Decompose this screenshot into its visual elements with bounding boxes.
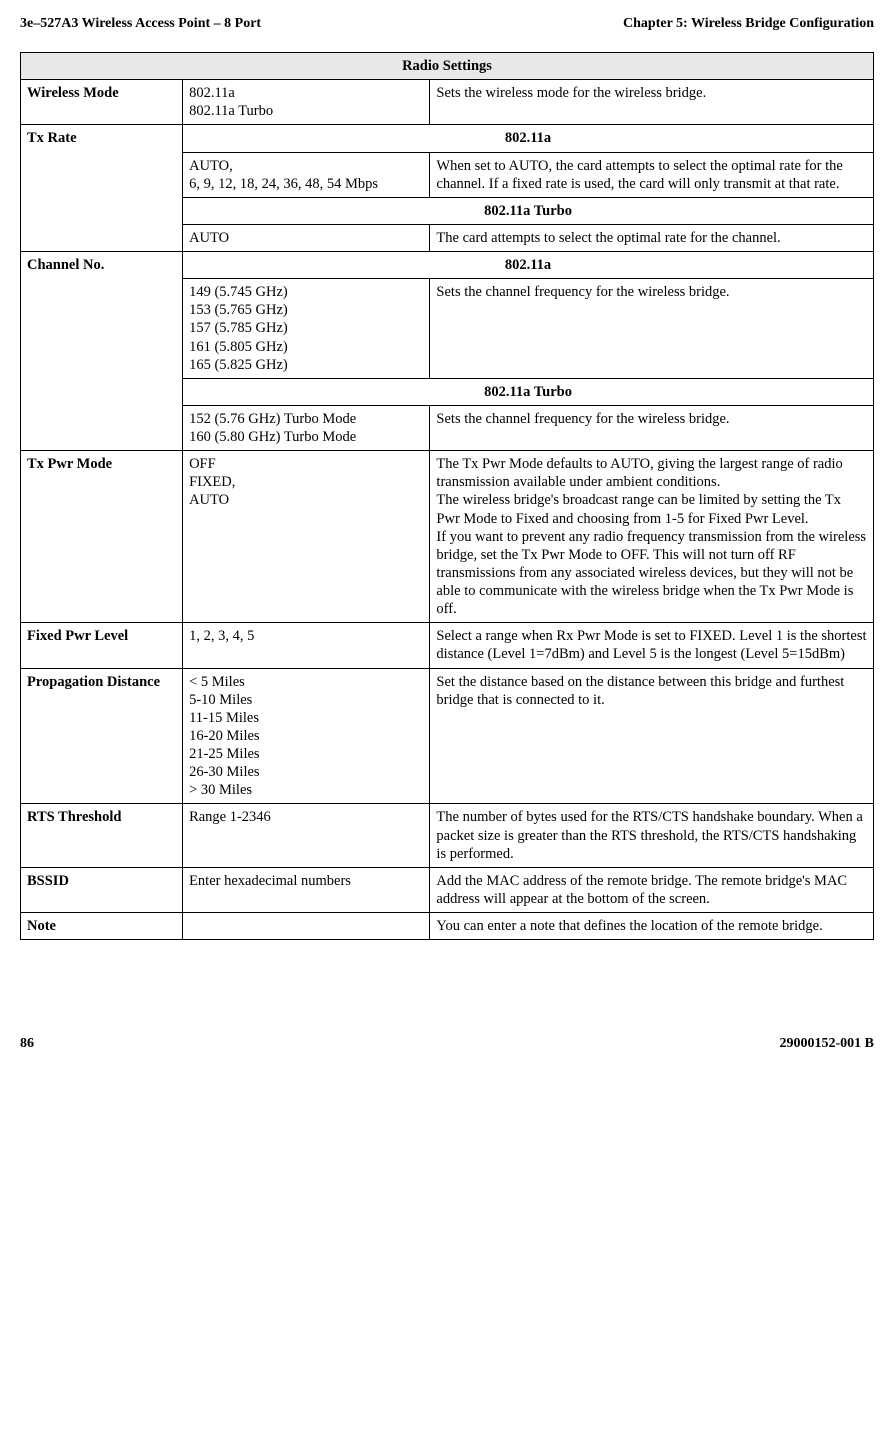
table-row: Channel No. 802.11a bbox=[21, 252, 874, 279]
cell-values: AUTO bbox=[183, 224, 430, 251]
row-label-tx-rate: Tx Rate bbox=[21, 125, 183, 252]
cell-values: < 5 Miles 5-10 Miles 11-15 Miles 16-20 M… bbox=[183, 668, 430, 804]
cell-desc: Set the distance based on the distance b… bbox=[430, 668, 874, 804]
cell-values bbox=[183, 913, 430, 940]
cell-values: Enter hexadecimal numbers bbox=[183, 867, 430, 912]
subhead-80211a-turbo: 802.11a Turbo bbox=[183, 378, 874, 405]
row-label-channel-no: Channel No. bbox=[21, 252, 183, 451]
cell-desc: You can enter a note that defines the lo… bbox=[430, 913, 874, 940]
cell-desc: The Tx Pwr Mode defaults to AUTO, giving… bbox=[430, 451, 874, 623]
txpwr-desc-p1: The Tx Pwr Mode defaults to AUTO, giving… bbox=[436, 455, 867, 491]
cell-values: OFF FIXED, AUTO bbox=[183, 451, 430, 623]
cell-desc: Sets the wireless mode for the wireless … bbox=[430, 80, 874, 125]
cell-desc: Sets the channel frequency for the wirel… bbox=[430, 405, 874, 450]
cell-desc: Select a range when Rx Pwr Mode is set t… bbox=[430, 623, 874, 668]
row-label-note: Note bbox=[21, 913, 183, 940]
table-title: Radio Settings bbox=[21, 53, 874, 80]
header-left: 3e–527A3 Wireless Access Point – 8 Port bbox=[20, 16, 261, 32]
txpwr-desc-p2: The wireless bridge's broadcast range ca… bbox=[436, 491, 867, 527]
row-label-bssid: BSSID bbox=[21, 867, 183, 912]
table-row: Wireless Mode 802.11a 802.11a Turbo Sets… bbox=[21, 80, 874, 125]
row-label-tx-pwr-mode: Tx Pwr Mode bbox=[21, 451, 183, 623]
cell-values: 802.11a 802.11a Turbo bbox=[183, 80, 430, 125]
table-row: Propagation Distance < 5 Miles 5-10 Mile… bbox=[21, 668, 874, 804]
footer-doc-number: 29000152-001 B bbox=[780, 1036, 875, 1052]
row-label-propagation-distance: Propagation Distance bbox=[21, 668, 183, 804]
page-header: 3e–527A3 Wireless Access Point – 8 Port … bbox=[20, 16, 874, 32]
cell-desc: Sets the channel frequency for the wirel… bbox=[430, 279, 874, 379]
subhead-80211a-turbo: 802.11a Turbo bbox=[183, 197, 874, 224]
cell-desc: The card attempts to select the optimal … bbox=[430, 224, 874, 251]
row-label-fixed-pwr-level: Fixed Pwr Level bbox=[21, 623, 183, 668]
table-row: Tx Pwr Mode OFF FIXED, AUTO The Tx Pwr M… bbox=[21, 451, 874, 623]
cell-values: AUTO, 6, 9, 12, 18, 24, 36, 48, 54 Mbps bbox=[183, 152, 430, 197]
subhead-80211a: 802.11a bbox=[183, 125, 874, 152]
cell-desc: Add the MAC address of the remote bridge… bbox=[430, 867, 874, 912]
table-row: Note You can enter a note that defines t… bbox=[21, 913, 874, 940]
table-row: Fixed Pwr Level 1, 2, 3, 4, 5 Select a r… bbox=[21, 623, 874, 668]
cell-values: Range 1-2346 bbox=[183, 804, 430, 867]
cell-desc: When set to AUTO, the card attempts to s… bbox=[430, 152, 874, 197]
table-row: BSSID Enter hexadecimal numbers Add the … bbox=[21, 867, 874, 912]
row-label-wireless-mode: Wireless Mode bbox=[21, 80, 183, 125]
radio-settings-table: Radio Settings Wireless Mode 802.11a 802… bbox=[20, 52, 874, 940]
cell-desc: The number of bytes used for the RTS/CTS… bbox=[430, 804, 874, 867]
table-row: RTS Threshold Range 1-2346 The number of… bbox=[21, 804, 874, 867]
table-row: Tx Rate 802.11a bbox=[21, 125, 874, 152]
footer-page-number: 86 bbox=[20, 1036, 34, 1052]
header-right: Chapter 5: Wireless Bridge Configuration bbox=[623, 16, 874, 32]
cell-values: 152 (5.76 GHz) Turbo Mode 160 (5.80 GHz)… bbox=[183, 405, 430, 450]
subhead-80211a: 802.11a bbox=[183, 252, 874, 279]
page-footer: 86 29000152-001 B bbox=[20, 1036, 874, 1052]
row-label-rts-threshold: RTS Threshold bbox=[21, 804, 183, 867]
cell-values: 149 (5.745 GHz) 153 (5.765 GHz) 157 (5.7… bbox=[183, 279, 430, 379]
txpwr-desc-p3: If you want to prevent any radio frequen… bbox=[436, 528, 867, 619]
cell-values: 1, 2, 3, 4, 5 bbox=[183, 623, 430, 668]
